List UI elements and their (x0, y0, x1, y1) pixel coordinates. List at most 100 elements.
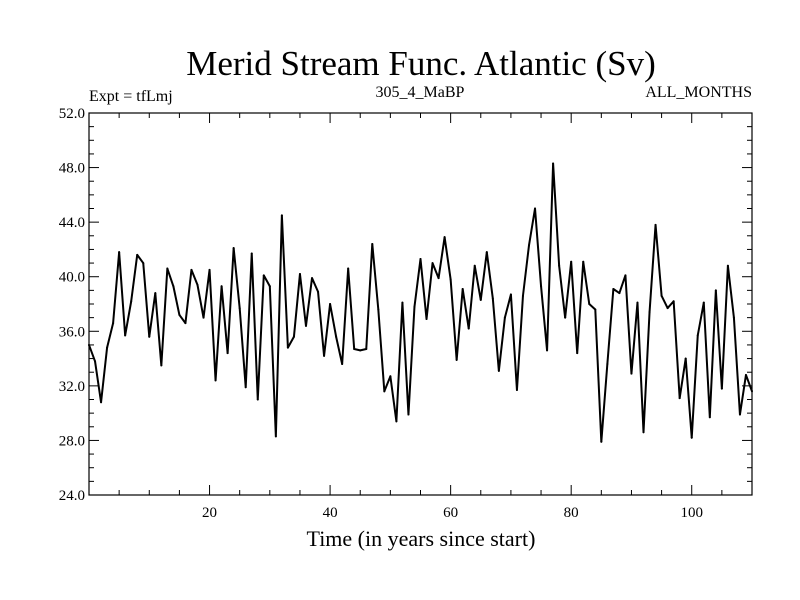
data-point (636, 301, 639, 304)
data-point (106, 346, 109, 349)
data-point (666, 307, 669, 310)
data-point (600, 440, 603, 443)
data-point (304, 324, 307, 327)
data-point (214, 379, 217, 382)
data-point (112, 322, 115, 325)
data-point (383, 390, 386, 393)
data-point (371, 242, 374, 245)
data-point (401, 301, 404, 304)
data-point (702, 301, 705, 304)
data-point (618, 292, 621, 295)
data-point (160, 364, 163, 367)
data-point (208, 268, 211, 271)
data-point (184, 322, 187, 325)
data-point (473, 264, 476, 267)
x-tick-label: 40 (323, 505, 338, 521)
data-point (582, 260, 585, 263)
data-point (515, 388, 518, 391)
data-point (130, 300, 133, 303)
data-point (335, 335, 338, 338)
data-point (124, 334, 127, 337)
data-point (389, 375, 392, 378)
data-point (118, 251, 121, 254)
data-point (311, 277, 314, 280)
data-point (377, 308, 380, 311)
data-point (359, 349, 362, 352)
data-point (190, 268, 193, 271)
data-point (606, 363, 609, 366)
series-points (88, 162, 753, 443)
data-point (262, 274, 265, 277)
data-point (292, 335, 295, 338)
series-line (88, 162, 753, 443)
data-point (166, 267, 169, 270)
data-point (558, 264, 561, 267)
x-axis-ticks: 20 40 60 80 100 (118, 113, 723, 521)
data-point (202, 316, 205, 319)
data-point (509, 293, 512, 296)
data-point (395, 420, 398, 423)
data-point (238, 307, 241, 310)
data-point (576, 352, 579, 355)
y-tick-label: 24.0 (59, 488, 85, 504)
data-point (256, 398, 259, 401)
data-point (642, 431, 645, 434)
data-point (425, 318, 428, 321)
data-point (196, 283, 199, 286)
data-point (226, 352, 229, 355)
data-point (437, 277, 440, 280)
data-point (726, 264, 729, 267)
data-point (684, 357, 687, 360)
data-point (521, 294, 524, 297)
plot-frame (88, 112, 753, 496)
y-tick-label: 48.0 (59, 161, 85, 177)
data-point (497, 369, 500, 372)
data-point (503, 316, 506, 319)
data-point (612, 287, 615, 290)
data-point (274, 435, 277, 438)
data-point (100, 401, 103, 404)
data-point (142, 262, 145, 265)
x-tick-label: 100 (680, 505, 703, 521)
data-point (738, 413, 741, 416)
data-point (696, 334, 699, 337)
data-point (431, 262, 434, 265)
data-point (154, 292, 157, 295)
data-point (455, 358, 458, 361)
y-tick-label: 28.0 (59, 433, 85, 449)
data-point (594, 308, 597, 311)
data-point (280, 214, 283, 217)
data-point (443, 236, 446, 239)
data-point (552, 162, 555, 165)
y-tick-label: 36.0 (59, 324, 85, 340)
data-point (678, 397, 681, 400)
x-tick-label: 80 (564, 505, 579, 521)
data-point (250, 252, 253, 255)
data-point (178, 313, 181, 316)
data-point (286, 346, 289, 349)
data-point (708, 416, 711, 419)
data-point (148, 335, 151, 338)
data-point (419, 257, 422, 260)
data-point (546, 349, 549, 352)
y-axis-ticks: 24.0 28.0 32.0 36.0 40.0 44.0 48.0 52.0 (59, 106, 752, 504)
data-point (479, 298, 482, 301)
data-point (588, 303, 591, 305)
data-point (220, 285, 223, 288)
data-point (413, 305, 416, 308)
data-point (720, 387, 723, 390)
subtitle-experiment: Expt = tfLmj (89, 88, 173, 105)
x-tick-label: 60 (443, 505, 458, 521)
subtitle-period: 305_4_MaBP (376, 84, 465, 101)
data-point (407, 413, 410, 416)
data-point (744, 373, 747, 376)
data-point (232, 247, 235, 250)
data-point (449, 278, 452, 281)
data-point (714, 289, 717, 292)
data-point (624, 274, 627, 277)
data-point (672, 300, 675, 303)
data-point (268, 285, 271, 288)
data-point (298, 272, 301, 275)
data-point (244, 386, 247, 389)
y-tick-label: 40.0 (59, 270, 85, 286)
